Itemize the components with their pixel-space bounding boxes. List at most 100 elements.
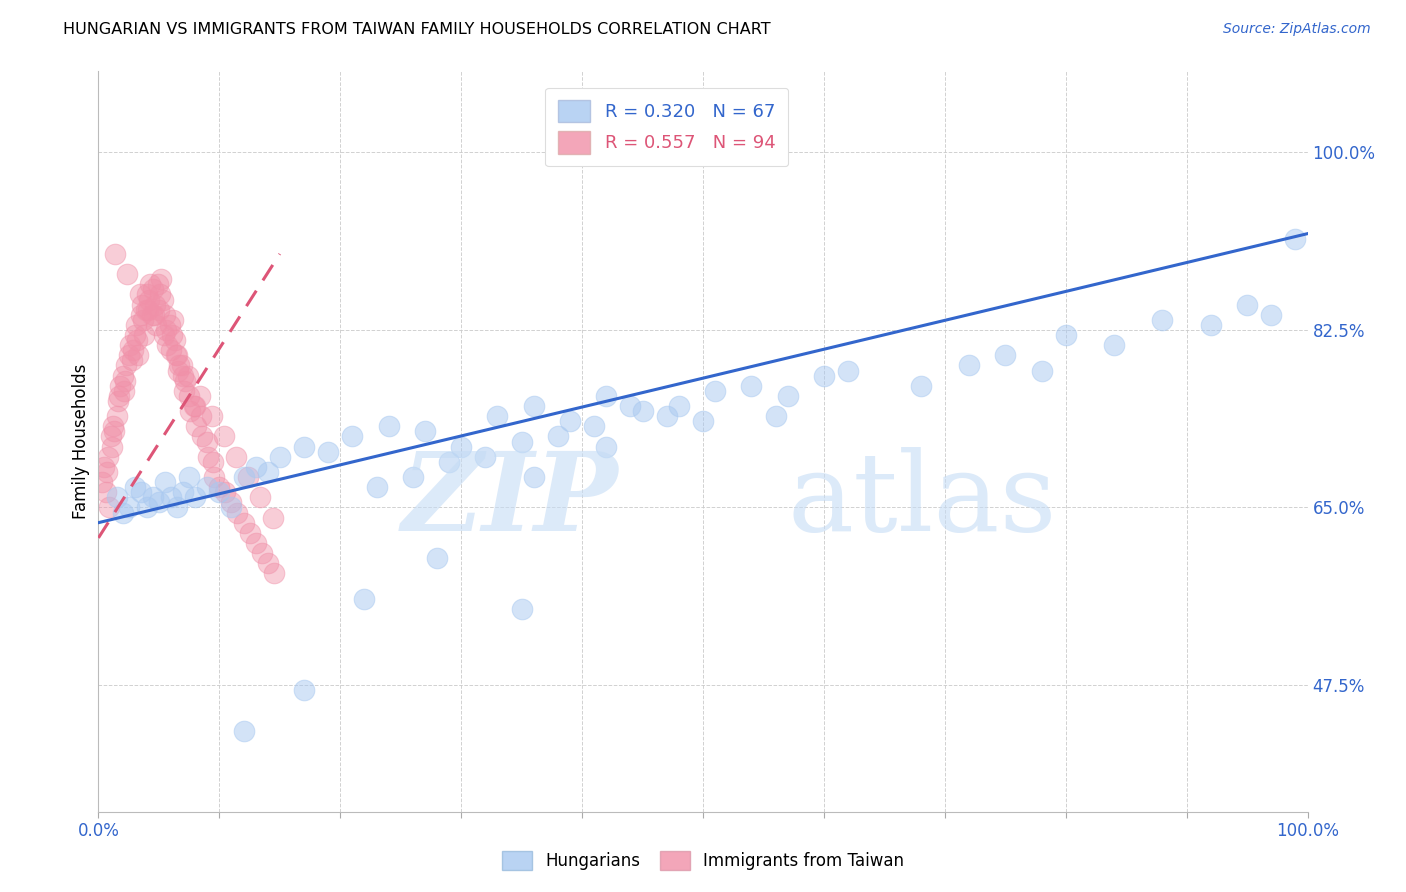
- Point: [160, 343, 183, 358]
- Point: [91, 475, 114, 489]
- Point: [631, 404, 654, 418]
- Point: [170, 359, 193, 373]
- Point: [172, 485, 194, 500]
- Point: [426, 551, 449, 566]
- Point: [138, 293, 160, 307]
- Point: [1102, 338, 1125, 352]
- Point: [316, 444, 339, 458]
- Point: [96, 465, 118, 479]
- Point: [132, 313, 155, 327]
- Point: [245, 459, 267, 474]
- Point: [813, 368, 835, 383]
- Point: [145, 318, 167, 332]
- Y-axis label: Family Households: Family Households: [72, 364, 90, 519]
- Point: [204, 470, 226, 484]
- Point: [208, 480, 231, 494]
- Point: [450, 440, 472, 454]
- Point: [202, 455, 225, 469]
- Point: [910, 378, 932, 392]
- Point: [153, 475, 176, 489]
- Point: [100, 440, 122, 454]
- Point: [692, 414, 714, 428]
- Point: [704, 384, 727, 398]
- Point: [195, 434, 218, 449]
- Point: [135, 287, 157, 301]
- Point: [1054, 328, 1077, 343]
- Point: [167, 363, 190, 377]
- Point: [1260, 308, 1282, 322]
- Point: [994, 348, 1017, 362]
- Point: [249, 491, 271, 505]
- Point: [117, 267, 139, 281]
- Point: [104, 247, 127, 261]
- Point: [98, 500, 121, 515]
- Point: [366, 480, 388, 494]
- Point: [619, 399, 641, 413]
- Point: [510, 434, 533, 449]
- Point: [232, 723, 254, 738]
- Point: [837, 363, 859, 377]
- Point: [105, 491, 128, 505]
- Point: [245, 536, 267, 550]
- Point: [174, 374, 197, 388]
- Point: [262, 510, 284, 524]
- Point: [101, 419, 124, 434]
- Point: [263, 566, 285, 581]
- Point: [558, 414, 581, 428]
- Point: [256, 465, 278, 479]
- Point: [239, 525, 262, 540]
- Point: [256, 556, 278, 570]
- Point: [108, 389, 131, 403]
- Point: [100, 429, 122, 443]
- Point: [93, 459, 115, 474]
- Point: [740, 378, 762, 392]
- Point: [221, 500, 243, 515]
- Point: [179, 470, 201, 484]
- Point: [486, 409, 509, 424]
- Point: [169, 359, 191, 373]
- Point: [195, 480, 218, 494]
- Point: [186, 419, 208, 434]
- Point: [103, 425, 125, 439]
- Point: [166, 348, 188, 362]
- Point: [183, 399, 205, 413]
- Point: [232, 470, 254, 484]
- Point: [474, 450, 496, 464]
- Point: [142, 282, 165, 296]
- Point: [166, 500, 188, 515]
- Point: [115, 359, 138, 373]
- Point: [152, 328, 174, 343]
- Point: [143, 298, 166, 312]
- Point: [226, 506, 249, 520]
- Point: [131, 298, 153, 312]
- Point: [413, 425, 436, 439]
- Point: [221, 495, 243, 509]
- Point: [655, 409, 678, 424]
- Text: ZIP: ZIP: [402, 447, 619, 555]
- Point: [191, 429, 214, 443]
- Point: [1284, 232, 1306, 246]
- Point: [212, 429, 235, 443]
- Point: [1199, 318, 1222, 332]
- Point: [152, 293, 174, 307]
- Text: atlas: atlas: [787, 447, 1057, 554]
- Point: [111, 506, 134, 520]
- Point: [141, 308, 163, 322]
- Point: [124, 328, 146, 343]
- Point: [547, 429, 569, 443]
- Point: [149, 287, 172, 301]
- Point: [118, 500, 141, 515]
- Point: [118, 338, 141, 352]
- Point: [129, 485, 152, 500]
- Point: [156, 338, 179, 352]
- Point: [523, 399, 546, 413]
- Point: [353, 591, 375, 606]
- Point: [184, 491, 207, 505]
- Point: [523, 470, 546, 484]
- Point: [148, 495, 170, 509]
- Point: [129, 308, 152, 322]
- Point: [127, 348, 149, 362]
- Point: [765, 409, 787, 424]
- Point: [225, 450, 247, 464]
- Point: [114, 374, 136, 388]
